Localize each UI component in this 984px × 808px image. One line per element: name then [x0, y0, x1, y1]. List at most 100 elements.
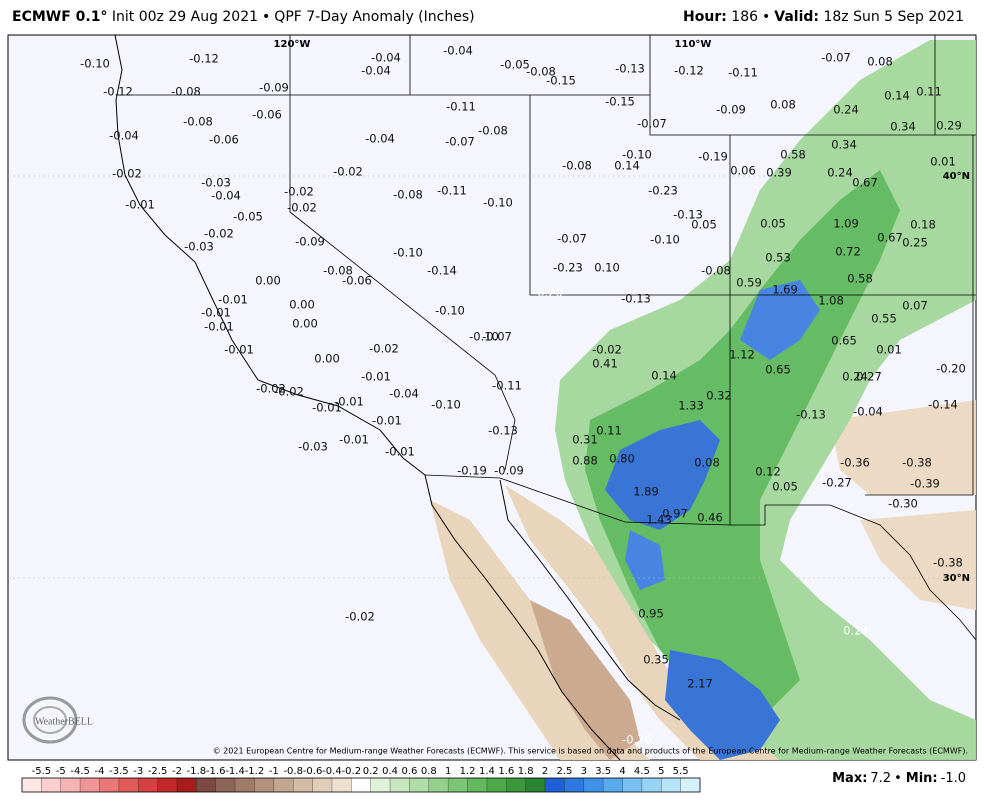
value-label: -0.15: [605, 95, 635, 109]
value-label: -0.01: [201, 306, 231, 320]
value-label: -0.30: [888, 497, 918, 511]
value-label: 0.80: [609, 452, 635, 466]
value-label: -0.01: [372, 414, 402, 428]
value-label: -0.01: [312, 401, 342, 415]
colorbar-swatch: [680, 778, 700, 792]
value-label: -0.11: [437, 184, 467, 198]
value-label: -0.10: [622, 148, 652, 162]
colorbar-label: 1: [445, 766, 451, 777]
separator: •: [262, 9, 271, 25]
max: 7.2: [870, 771, 892, 786]
value-label: -0.04: [109, 129, 139, 143]
dry-area: [860, 510, 976, 610]
value-label: -0.06: [342, 274, 372, 288]
value-label: -0.12: [103, 85, 133, 99]
value-label: -0.04: [211, 189, 241, 203]
value-label: -0.06: [252, 108, 282, 122]
dry-area: [530, 600, 640, 760]
value-label: -0.09: [494, 464, 524, 478]
value-label: 0.08: [770, 98, 796, 112]
value-label: 0.24: [842, 370, 868, 384]
value-label: 0.55: [871, 312, 897, 326]
colorbar-swatch: [331, 778, 352, 792]
wet-area: [585, 170, 900, 720]
colorbar-swatch: [370, 778, 391, 792]
value-label: 0.34: [890, 120, 916, 134]
value-label: -0.03: [298, 440, 328, 454]
value-label: 2.17: [687, 677, 713, 691]
value-label: -0.04: [365, 132, 395, 146]
value-label: -0.08: [701, 264, 731, 278]
value-label: -0.03: [201, 176, 231, 190]
dry-area: [830, 400, 976, 495]
logo-swirl: [33, 706, 67, 734]
value-label: -0.02: [345, 610, 375, 624]
colorbar-swatch: [351, 778, 371, 792]
colorbar-label: -1: [269, 766, 279, 777]
value-label: -0.01: [224, 343, 254, 357]
colorbar-swatch: [273, 778, 294, 792]
header-left: ECMWF 0.1° Init 00z 29 Aug 2021 • QPF 7-Da…: [12, 9, 479, 25]
colorbar-label: 1.6: [498, 766, 514, 777]
coastlines: [114, 34, 681, 761]
valid-label: Valid:: [774, 9, 820, 25]
colorbar-label: 4: [619, 766, 625, 777]
colorbar-swatch: [467, 778, 487, 792]
value-label: 0.00: [289, 298, 315, 312]
value-label: 0.12: [755, 465, 781, 479]
value-label: -0.02: [274, 385, 304, 399]
colorbar-label: 2: [542, 766, 548, 777]
colorbar-swatch: [583, 778, 604, 792]
value-label: -0.04: [853, 405, 883, 419]
value-label: -0.19: [457, 464, 487, 478]
hour-label: Hour:: [683, 9, 727, 25]
value-label: -0.07: [445, 135, 475, 149]
graticule-label: 110°W: [675, 39, 712, 50]
value-label: -0.19: [698, 150, 728, 164]
value-label: -0.10: [393, 246, 423, 260]
value-label: 0.41: [592, 357, 618, 371]
value-label: 1.43: [646, 513, 672, 527]
value-label: -0.13: [673, 208, 703, 222]
value-label: 0.46: [697, 511, 723, 525]
colorbar-swatch: [215, 778, 236, 792]
value-label: -0.01: [361, 370, 391, 384]
colorbar-label: 1.4: [479, 766, 495, 777]
value-label: -0.27: [822, 476, 852, 490]
value-label: -0.14: [427, 264, 457, 278]
graticule-label: 120°W: [274, 39, 311, 50]
coastline: [499, 479, 681, 721]
colorbar-label: -4: [94, 766, 104, 777]
value-label: 0.72: [835, 245, 861, 259]
colorbar-swatch: [157, 778, 177, 792]
value-label: -0.08: [478, 124, 508, 138]
logo-text: WeatherBELL: [35, 716, 93, 727]
value-label: 0.35: [643, 653, 669, 667]
header: ECMWF 0.1° Init 00z 29 Aug 2021 • QPF 7-Da…: [0, 0, 984, 34]
colorbar-label: -5: [56, 766, 66, 777]
value-label: -0.38: [933, 556, 963, 570]
value-label: -0.11: [446, 100, 476, 114]
value-label: 0.59: [736, 276, 762, 290]
border: [116, 35, 977, 641]
value-label: -0.02: [204, 227, 234, 241]
value-label: -0.38: [902, 456, 932, 470]
colorbar-swatch: [506, 778, 526, 792]
init: Init 00z 29 Aug 2021: [111, 9, 259, 25]
coastline: [114, 34, 621, 761]
value-label: -0.10: [483, 196, 513, 210]
value-label: -0.08: [323, 264, 353, 278]
value-label: -0.08: [562, 159, 592, 173]
heavy-area: [740, 280, 820, 360]
colorbar-swatch: [486, 778, 507, 792]
value-label: -0.02: [333, 165, 363, 179]
colorbar-label: 5: [658, 766, 664, 777]
value-label: 0.95: [638, 607, 664, 621]
value-label: 0.34: [831, 138, 857, 152]
colorbar-label: -0.6: [303, 766, 323, 777]
colorbar-label: 5.5: [673, 766, 689, 777]
value-label: -0.09: [295, 235, 325, 249]
value-label: 1.33: [678, 399, 704, 413]
value-label: -0.01: [339, 433, 369, 447]
